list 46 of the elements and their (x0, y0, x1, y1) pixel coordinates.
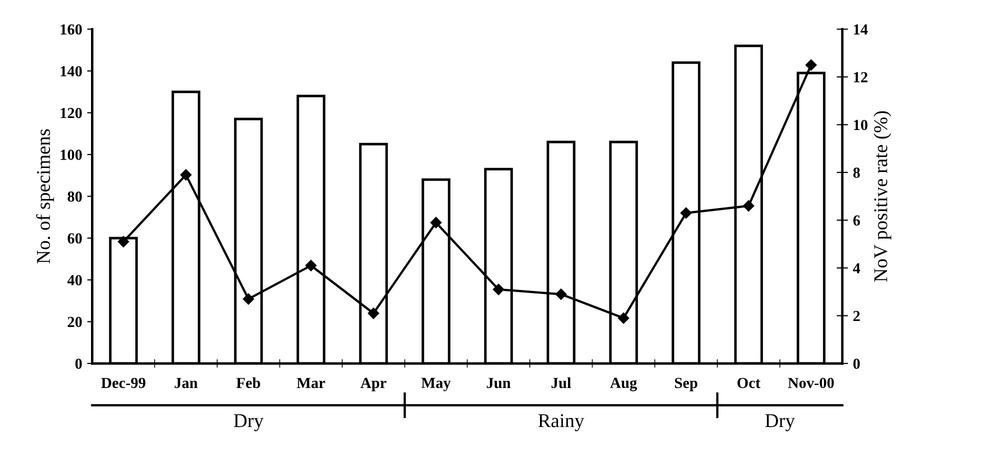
x-tick-label: Jul (552, 377, 571, 388)
y2-tick-label: 6 (853, 215, 860, 226)
x-tick-label: Jun (486, 378, 511, 388)
point (305, 260, 317, 272)
y-tick-label: 160 (60, 24, 82, 35)
x-tick-label: Jan (174, 378, 198, 388)
y2-tick-label: 10 (854, 120, 868, 130)
x-tick-label: Oct (737, 378, 760, 388)
y-tick-label: 0 (75, 358, 82, 369)
x-tick-label: Feb (236, 377, 260, 388)
y-tick-label: 140 (60, 66, 82, 76)
y-tick-label: 20 (68, 316, 82, 328)
y2-tick-label: 12 (854, 72, 868, 82)
x-tick-label: Sep (674, 378, 698, 392)
point (742, 200, 754, 212)
x-tick-label: Apr (360, 378, 386, 392)
point (118, 236, 130, 248)
point (368, 308, 380, 319)
y2-tick-label: 2 (853, 310, 860, 321)
y-tick-label: 120 (60, 108, 82, 118)
y-tick-label: 80 (68, 191, 82, 202)
y-tick-label: 40 (67, 275, 82, 286)
y-tick-label: 100 (60, 150, 82, 160)
y2-axis-title: NoV positive rate (%) (874, 111, 892, 282)
point (430, 216, 442, 228)
point (805, 59, 817, 71)
point (492, 284, 504, 296)
text: Dry (765, 414, 795, 432)
y2-tick-label: 4 (852, 263, 860, 274)
point (680, 207, 692, 219)
text: Rainy (538, 414, 584, 432)
y2-tick-label: 8 (853, 168, 860, 178)
point (242, 293, 254, 305)
point (618, 312, 630, 324)
x-tick-label: Dec-99 (101, 378, 146, 388)
text: Dry (234, 414, 264, 432)
x-tick-label: Mar (296, 378, 326, 388)
x-tick-label: May (421, 378, 451, 392)
point (555, 288, 567, 300)
point (180, 169, 192, 180)
y2-tick-label: 0 (853, 358, 860, 369)
y2-tick-label: 14 (854, 24, 868, 34)
y-axis-title: No. of specimens (36, 129, 54, 264)
y-tick-label: 60 (68, 233, 82, 244)
x-tick-label: Aug (610, 378, 637, 392)
x-tick-label: Nov-00 (788, 378, 834, 388)
